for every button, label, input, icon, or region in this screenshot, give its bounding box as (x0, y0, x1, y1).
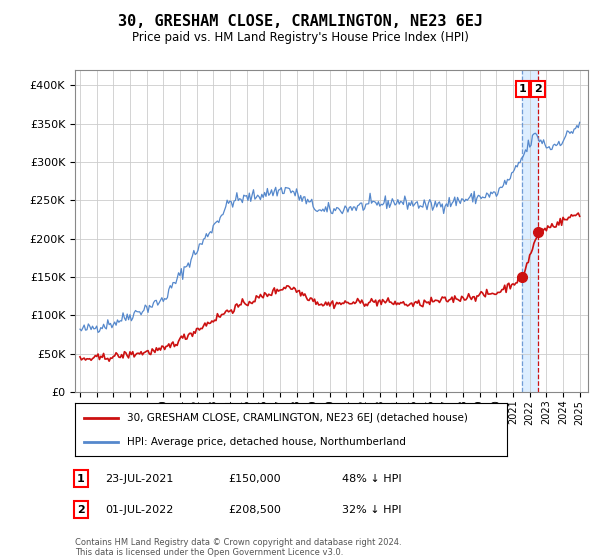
Bar (522, 70, 538, 392)
Text: 30, GRESHAM CLOSE, CRAMLINGTON, NE23 6EJ: 30, GRESHAM CLOSE, CRAMLINGTON, NE23 6EJ (118, 14, 482, 29)
Text: £150,000: £150,000 (228, 474, 281, 484)
Text: 1: 1 (518, 84, 526, 94)
Text: 23-JUL-2021: 23-JUL-2021 (105, 474, 173, 484)
Text: 2: 2 (77, 505, 85, 515)
Text: 32% ↓ HPI: 32% ↓ HPI (342, 505, 401, 515)
Text: 1: 1 (77, 474, 85, 484)
Text: Price paid vs. HM Land Registry's House Price Index (HPI): Price paid vs. HM Land Registry's House … (131, 31, 469, 44)
Text: 48% ↓ HPI: 48% ↓ HPI (342, 474, 401, 484)
Text: Contains HM Land Registry data © Crown copyright and database right 2024.
This d: Contains HM Land Registry data © Crown c… (75, 538, 401, 557)
Text: HPI: Average price, detached house, Northumberland: HPI: Average price, detached house, Nort… (127, 436, 406, 446)
Text: 2: 2 (534, 84, 542, 94)
Text: £208,500: £208,500 (228, 505, 281, 515)
Text: 01-JUL-2022: 01-JUL-2022 (105, 505, 173, 515)
Text: 30, GRESHAM CLOSE, CRAMLINGTON, NE23 6EJ (detached house): 30, GRESHAM CLOSE, CRAMLINGTON, NE23 6EJ… (127, 413, 468, 423)
